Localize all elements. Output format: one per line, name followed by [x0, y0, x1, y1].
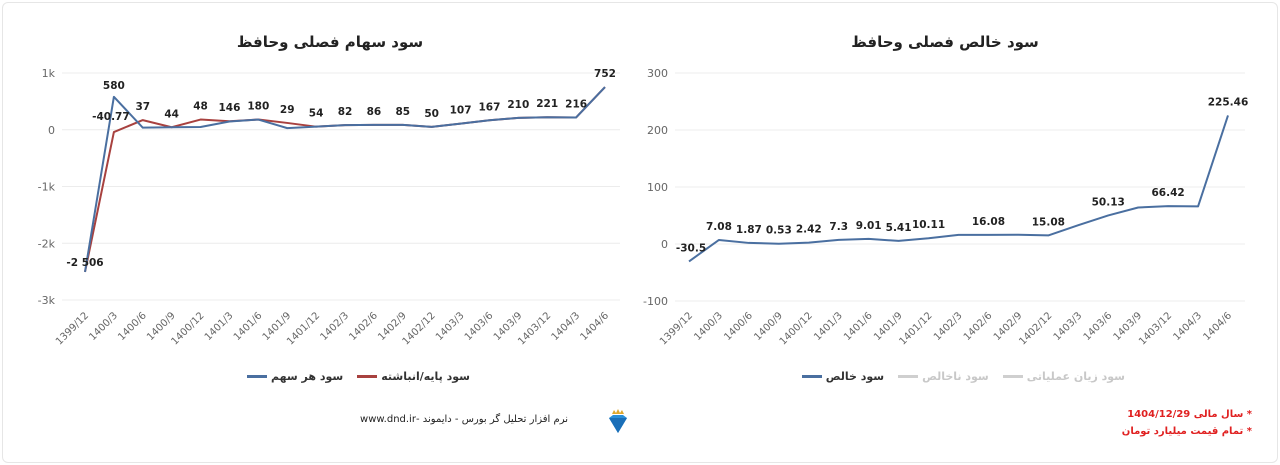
chart-title: سود خالص فصلی وحافظ [851, 33, 1039, 51]
legend-item-net-profit[interactable]: سود خالص [801, 370, 885, 383]
legend-swatch-red [357, 375, 378, 378]
y-tick-label: 100 [647, 181, 668, 194]
x-tick-label: 1403/3 [434, 310, 467, 343]
note-fiscal-year: * سال مالی 1404/12/29 [1127, 409, 1252, 420]
x-tick-label: 1404/3 [550, 310, 583, 343]
legend-item-base-profit[interactable]: سود پایه/انباشته [357, 370, 470, 383]
x-tick-label: 1403/6 [463, 310, 496, 343]
legend-label: سود ناخالص [922, 370, 989, 383]
x-tick-label: 1400/6 [116, 310, 149, 343]
x-tick-label: 1400/6 [722, 310, 755, 343]
x-tick-label: 1404/6 [1201, 310, 1234, 343]
data-label: 167 [478, 101, 500, 113]
data-label: -2 506 [66, 257, 103, 269]
legend-right: سود زیان عملیاتی سود ناخالص سود خالص [801, 370, 1125, 383]
x-tick-label: 1402/12 [1017, 310, 1054, 347]
data-label: 580 [103, 80, 125, 92]
x-tick-label: 1402/6 [347, 310, 380, 343]
y-tick-label: 0 [661, 238, 668, 251]
x-tick-label: 1401/3 [812, 310, 845, 343]
data-label: 1.87 [736, 224, 762, 236]
data-label: -30.5 [676, 242, 706, 254]
x-tick-label: 1401/12 [898, 310, 935, 347]
data-label: 7.08 [706, 221, 732, 233]
data-label: 44 [164, 108, 179, 120]
x-tick-label: 1404/3 [1172, 310, 1205, 343]
data-label: 5.41 [886, 222, 912, 234]
data-label: 216 [565, 98, 587, 110]
notes: * سال مالی 1404/12/29 * تمام قیمت میلیار… [1122, 406, 1252, 440]
data-label: 86 [367, 106, 382, 118]
series-line [84, 86, 606, 273]
y-tick-label: -3k [38, 294, 56, 307]
legend-label: سود زیان عملیاتی [1026, 370, 1125, 383]
x-tick-label: 1404/6 [578, 310, 611, 343]
x-tick-label: 1399/12 [658, 310, 695, 347]
x-tick-label: 1402/3 [932, 310, 965, 343]
data-label: 210 [507, 99, 529, 111]
data-label: 48 [193, 101, 208, 113]
data-label: 54 [309, 108, 324, 120]
data-label: 50 [424, 108, 439, 120]
diamond-logo-icon [609, 409, 627, 433]
x-tick-label: 1402/6 [962, 310, 995, 343]
y-tick-label: 0 [48, 124, 55, 137]
data-label: 225.46 [1208, 96, 1249, 108]
legend-swatch-blue [801, 375, 822, 378]
note-units: * تمام قیمت میلیارد تومان [1121, 426, 1252, 437]
y-tick-label: 200 [647, 124, 668, 137]
data-label: 146 [218, 102, 240, 114]
x-tick-label: 1400/3 [87, 310, 120, 343]
data-label: 180 [247, 101, 269, 113]
data-label: -40.77 [92, 111, 130, 123]
data-label: 752 [594, 68, 616, 80]
data-label: 9.01 [856, 220, 882, 232]
data-label: 66.42 [1152, 187, 1185, 199]
data-label: 2.42 [796, 224, 822, 236]
y-tick-label: -2k [38, 237, 56, 250]
x-tick-label: 1403/3 [1052, 310, 1085, 343]
x-tick-label: 1401/6 [232, 310, 265, 343]
y-tick-label: -100 [643, 295, 668, 308]
data-label: 7.3 [829, 221, 848, 233]
x-tick-label: 1400/12 [778, 310, 815, 347]
data-label: 37 [135, 101, 150, 113]
legend-item-operating-profit[interactable]: سود زیان عملیاتی [1002, 370, 1125, 383]
data-label: 85 [395, 106, 410, 118]
data-label: 29 [280, 104, 295, 116]
series-line [688, 115, 1229, 263]
legend-left: سود پایه/انباشته سود هر سهم [247, 370, 470, 383]
data-label: 16.08 [972, 216, 1005, 228]
data-label: 82 [338, 106, 353, 118]
x-tick-label: 1399/12 [54, 310, 91, 347]
legend-label: سود هر سهم [271, 370, 344, 383]
x-tick-label: 1402/3 [318, 310, 351, 343]
footer-text[interactable]: نرم افزار تحلیل گر بورس - دایموند -www.d… [360, 414, 568, 425]
legend-label: سود پایه/انباشته [381, 370, 470, 383]
data-label: 0.53 [766, 225, 792, 237]
legend-swatch-gray [1002, 375, 1023, 378]
y-tick-label: 300 [647, 67, 668, 80]
x-tick-label: 1400/3 [692, 310, 725, 343]
legend-label: سود خالص [825, 370, 885, 383]
data-label: 221 [536, 98, 558, 110]
y-tick-label: 1k [42, 67, 56, 80]
x-tick-label: 1401/6 [842, 310, 875, 343]
data-label: 50.13 [1092, 196, 1125, 208]
legend-swatch-gray [898, 375, 919, 378]
legend-item-eps[interactable]: سود هر سهم [247, 370, 343, 383]
legend-swatch-blue [247, 375, 268, 378]
data-label: 10.11 [912, 219, 945, 231]
x-tick-label: 1403/12 [1137, 310, 1174, 347]
data-label: 107 [450, 105, 472, 117]
data-label: 15.08 [1032, 216, 1065, 228]
x-tick-label: 1403/6 [1082, 310, 1115, 343]
x-tick-label: 1401/3 [203, 310, 236, 343]
legend-item-gross-profit[interactable]: سود ناخالص [898, 370, 989, 383]
chart-title: سود سهام فصلی وحافظ [237, 33, 423, 51]
y-tick-label: -1k [38, 181, 56, 194]
